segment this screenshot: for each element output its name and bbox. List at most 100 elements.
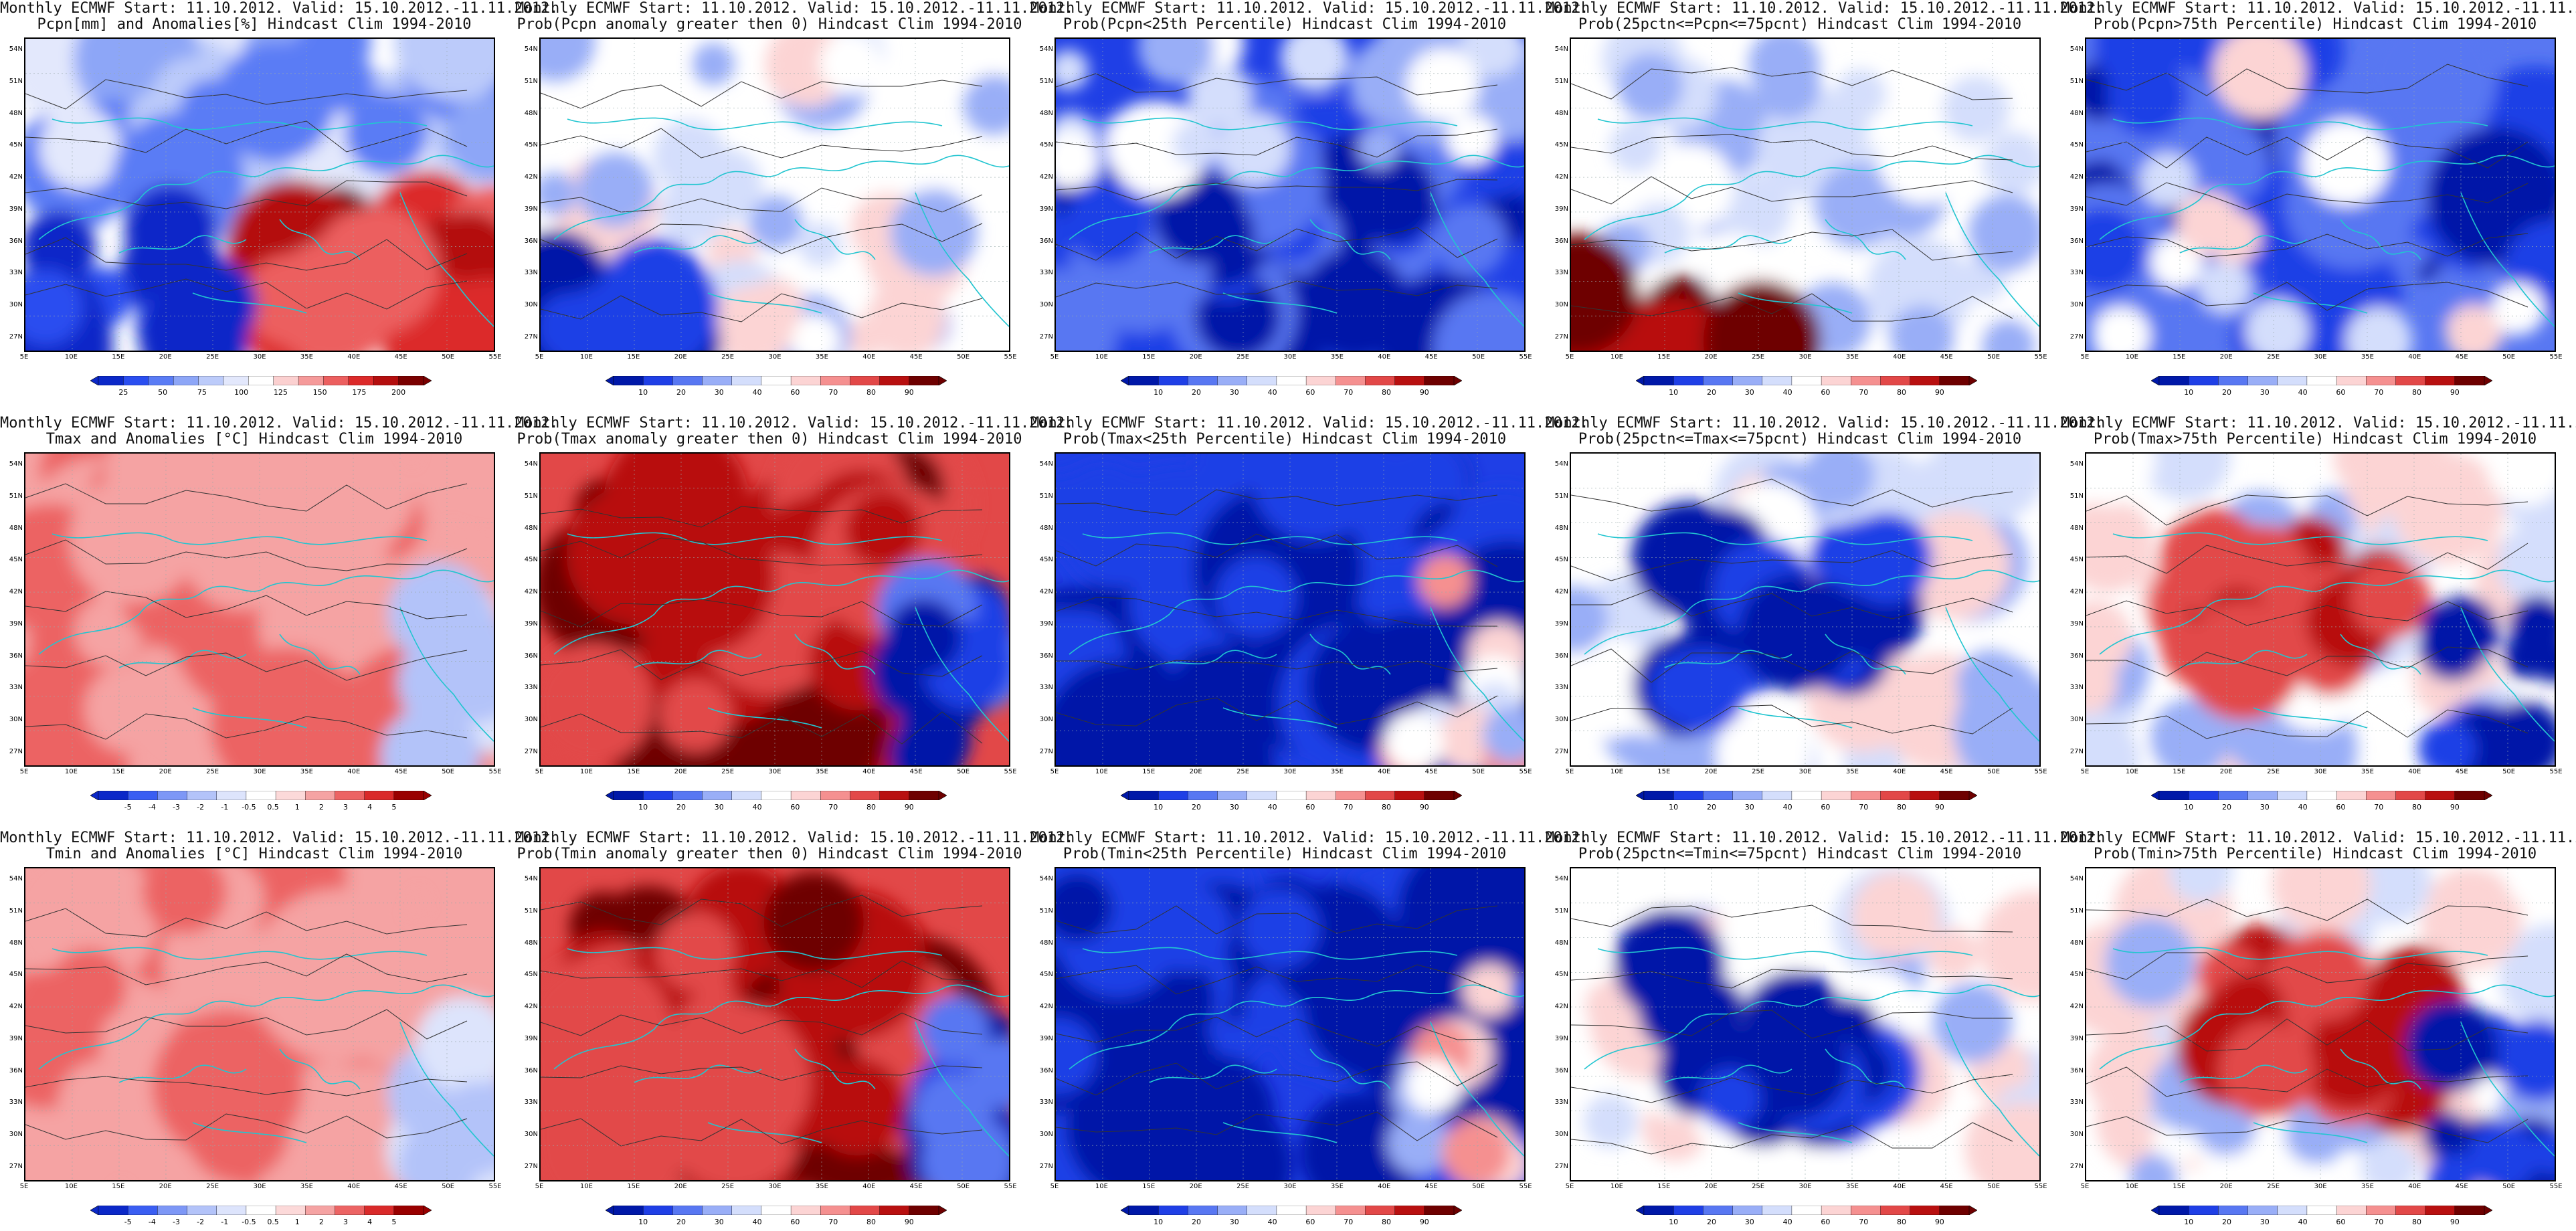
lat-tick-label: 33N: [1554, 1099, 1568, 1107]
colorbar-label: 5: [391, 803, 397, 812]
colorbar-label: 20: [676, 1218, 686, 1226]
colorbar-label: 60: [790, 388, 800, 397]
colorbar-swatch: [820, 1206, 851, 1215]
colorbar-swatch: [2395, 791, 2426, 800]
colorbar: [606, 376, 947, 385]
lat-tick-label: 36N: [1039, 652, 1053, 660]
lat-tick-label: 42N: [1554, 588, 1568, 596]
field-blob: [886, 599, 961, 674]
lat-tick-label: 27N: [1039, 748, 1053, 755]
colorbar-swatch: [1217, 376, 1248, 385]
panel-title: Monthly ECMWF Start: 11.10.2012. Valid: …: [1546, 830, 2104, 846]
field-blob: [1982, 132, 2039, 195]
colorbar-label: 70: [1344, 803, 1354, 812]
lat-tick-label: 45N: [2069, 556, 2084, 564]
lat-tick-label: 39N: [1554, 205, 1568, 213]
colorbar-label: 100: [234, 388, 249, 397]
lat-tick-label: 42N: [9, 173, 23, 181]
colorbar-swatch: [1247, 376, 1277, 385]
colorbar-swatch: [2366, 1206, 2397, 1215]
field-blob: [2427, 1152, 2479, 1180]
lon-tick-label: 55E: [2549, 1183, 2563, 1190]
colorbar-label: 20: [1706, 803, 1716, 812]
lon-tick-label: 45E: [1940, 353, 1953, 361]
field-blob: [593, 245, 719, 351]
field-blob: [2105, 917, 2196, 1008]
colorbar-label: 10: [2184, 803, 2194, 812]
colorbar-swatch: [1851, 1206, 1881, 1215]
lat-tick-label: 54N: [524, 875, 538, 882]
colorbar-label: -0.5: [242, 803, 256, 812]
colorbar-label: 80: [1897, 1218, 1906, 1226]
field-blob: [1433, 203, 1507, 278]
colorbar-label: 70: [1859, 803, 1869, 812]
colorbar-swatch: [98, 791, 128, 800]
colorbar-label: 10: [1669, 1218, 1679, 1226]
colorbar-swatch: [1791, 1206, 1822, 1215]
colorbar-swatch: [275, 791, 306, 800]
colorbar-swatch: [731, 791, 762, 800]
lon-tick-label: 10E: [2125, 353, 2138, 361]
field-blob: [2198, 260, 2251, 313]
colorbar-swatch: [1703, 1206, 1734, 1215]
field-blob: [152, 1010, 303, 1161]
colorbar-extend-high: [1968, 376, 1977, 385]
map-panel: Monthly ECMWF Start: 11.10.2012. Valid: …: [2061, 830, 2576, 1231]
field-blob: [2086, 207, 2146, 293]
lat-tick-label: 33N: [1039, 269, 1053, 277]
lat-tick-label: 45N: [9, 141, 23, 149]
lon-tick-label: 10E: [2125, 1183, 2138, 1190]
colorbar-label: 3: [343, 803, 349, 812]
colorbar-swatch: [2277, 1206, 2308, 1215]
lon-tick-label: 50E: [1472, 353, 1485, 361]
lat-tick-label: 54N: [2069, 460, 2084, 468]
contour-lines: [25, 908, 468, 1141]
lat-tick-label: 36N: [9, 1066, 23, 1074]
field-blob: [438, 277, 494, 351]
field-blob: [58, 1060, 145, 1147]
lon-tick-label: 15E: [112, 768, 125, 775]
colorbar-swatch: [1673, 791, 1704, 800]
colorbar-swatch: [1365, 376, 1396, 385]
panel-title: Monthly ECMWF Start: 11.10.2012. Valid: …: [2061, 0, 2576, 17]
field-blob: [50, 949, 127, 1025]
lat-tick-label: 36N: [2069, 1066, 2084, 1074]
lat-tick-label: 45N: [1039, 556, 1053, 564]
colorbar-label: 30: [714, 803, 724, 812]
lat-tick-label: 54N: [1039, 45, 1053, 53]
lon-tick-label: 35E: [300, 768, 313, 775]
colorbar-swatch: [305, 1206, 336, 1215]
colorbar-label: 70: [2374, 803, 2384, 812]
field-blob: [1852, 872, 1940, 959]
colorbar-swatch: [1188, 1206, 1218, 1215]
lon-tick-label: 25E: [1752, 353, 1765, 361]
colorbar-label: 80: [1897, 388, 1906, 397]
field-blob: [1933, 454, 2039, 523]
colorbar-swatch: [2425, 376, 2456, 385]
colorbar-label: 80: [866, 803, 876, 812]
colorbar: [1636, 376, 1977, 385]
lon-tick-label: 20E: [2219, 1183, 2233, 1190]
colorbar: [1636, 791, 1977, 800]
contour-lines: [541, 506, 983, 745]
field-blob: [541, 172, 577, 216]
colorbar-swatch: [761, 1206, 792, 1215]
lon-tick-label: 35E: [1845, 353, 1859, 361]
lat-tick-label: 30N: [524, 1131, 538, 1139]
lon-tick-label: 30E: [768, 768, 781, 775]
colorbar-label: 60: [1305, 388, 1315, 397]
colorbar-swatch: [1247, 791, 1277, 800]
lon-tick-label: 50E: [957, 768, 970, 775]
lon-tick-label: 40E: [862, 353, 876, 361]
map-field: [541, 454, 1009, 765]
lon-tick-label: 50E: [1987, 1183, 2001, 1190]
field-blob: [2168, 868, 2233, 903]
contour-lines: [541, 80, 983, 322]
field-blob: [1358, 127, 1400, 169]
panel-subtitle: Prob(Pcpn anomaly greater then 0) Hindca…: [517, 16, 1022, 33]
lat-tick-label: 42N: [524, 1003, 538, 1011]
map-panel: Monthly ECMWF Start: 11.10.2012. Valid: …: [0, 0, 558, 401]
lat-tick-label: 39N: [1554, 620, 1568, 628]
colorbar-swatch: [1643, 791, 1674, 800]
lon-tick-label: 15E: [627, 1183, 640, 1190]
